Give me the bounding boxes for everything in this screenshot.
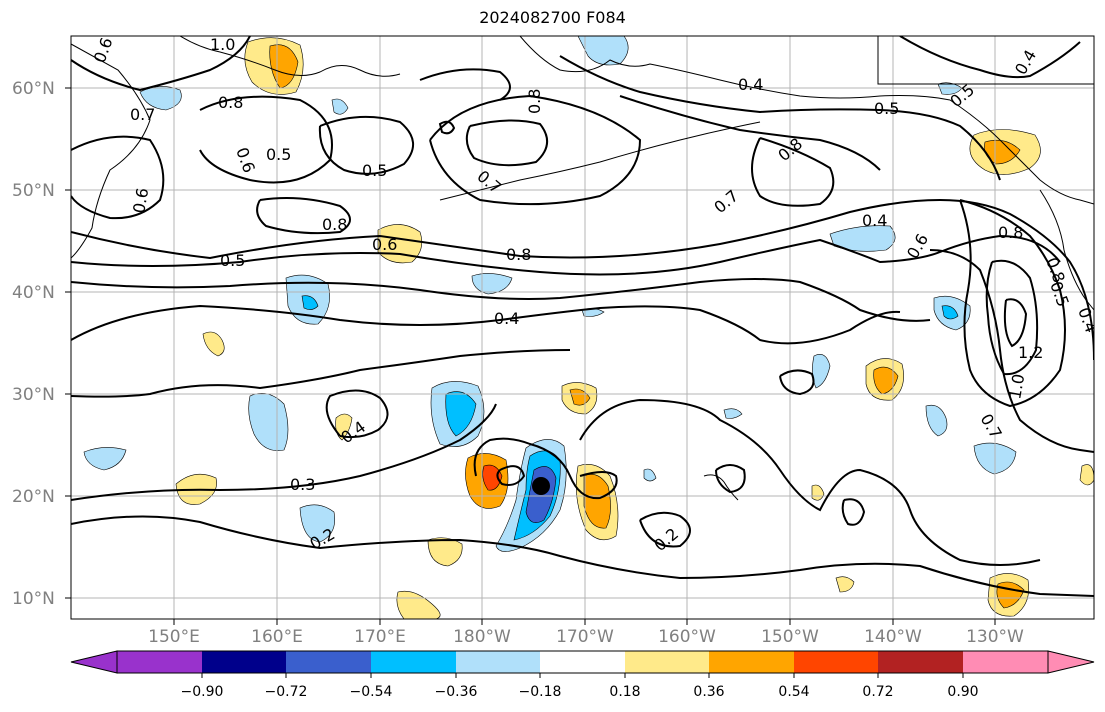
contour-label: 0.4 — [862, 211, 887, 230]
negative-anomaly-patch — [139, 86, 182, 111]
positive-anomaly-patch — [427, 537, 463, 567]
contour-label: 0.5 — [362, 161, 387, 180]
colorbar-tick-label: 0.72 — [862, 684, 893, 700]
colorbar-segment — [540, 651, 625, 673]
contour-label: 0.6 — [372, 235, 397, 254]
colorbar-segment — [963, 651, 1048, 673]
contour-label: 0.8 — [998, 223, 1023, 242]
positive-anomaly-patch — [1079, 464, 1094, 486]
coastline-aleutians — [439, 121, 761, 201]
negative-anomaly-patch — [643, 468, 657, 482]
contour-label: 0.8 — [525, 89, 544, 114]
colorbar-tick-label: −0.36 — [435, 684, 478, 700]
lon-label: 150°W — [761, 627, 819, 647]
coastline-hawaii — [703, 474, 739, 501]
colorbar-tick-label: −0.90 — [181, 684, 224, 700]
contour-lines — [71, 36, 1094, 597]
lat-label: 10°N — [12, 589, 55, 609]
colorbar-segment — [286, 651, 371, 673]
contour-label: 1.0 — [210, 35, 235, 54]
colorbar-segment — [625, 651, 709, 673]
positive-anomaly-patch — [583, 474, 611, 529]
lon-label: 170°W — [556, 627, 614, 647]
colorbar-segment — [709, 651, 794, 673]
coastline-siberia — [179, 36, 401, 77]
contour-label: 0.8 — [506, 245, 531, 264]
lon-label: 170°E — [354, 627, 406, 647]
colorbar-tick-label: 0.90 — [947, 684, 978, 700]
negative-anomaly-patch — [299, 504, 335, 543]
latitude-labels: 60°N 50°N 40°N 30°N 20°N 10°N — [12, 79, 55, 609]
colorbar-segment — [878, 651, 963, 673]
lon-label: 130°W — [966, 627, 1024, 647]
colorbar-extend-max — [1047, 650, 1095, 674]
contour-label: 0.8 — [322, 215, 347, 234]
contour-label: 0.5 — [874, 99, 899, 118]
negative-anomaly-patch — [723, 408, 743, 419]
colorbar-tick-label: −0.72 — [265, 684, 308, 700]
negative-anomaly-patch — [445, 391, 477, 437]
coastline-kamchatka — [71, 43, 151, 259]
colorbar-segment — [794, 651, 878, 673]
negative-anomaly-patch — [812, 354, 831, 389]
coastline-alaska — [519, 36, 1094, 205]
negative-anomaly-patch — [301, 295, 319, 310]
colorbar-segment — [202, 651, 286, 673]
lon-label: 140°W — [864, 627, 922, 647]
map-area: 0.6 1.0 0.8 0.7 0.5 0.6 0.5 0.5 0.8 0.7 … — [71, 35, 1094, 619]
negative-anomaly-patch — [83, 447, 127, 471]
lon-label: 160°W — [658, 627, 716, 647]
negative-anomaly-patch — [941, 305, 959, 320]
lat-label: 30°N — [12, 385, 55, 405]
lat-label: 20°N — [12, 487, 55, 507]
contour-label: 0.6 — [129, 186, 152, 214]
contour-label: 0.8 — [218, 93, 243, 112]
map-frame — [70, 35, 1095, 620]
positive-anomaly-patch — [482, 464, 503, 491]
colorbar-extend-min — [70, 650, 118, 674]
contour-label: 0.5 — [220, 251, 245, 270]
lat-label: 50°N — [12, 181, 55, 201]
lat-label: 60°N — [12, 79, 55, 99]
positive-anomaly-patch — [835, 576, 855, 593]
colorbar-segment — [117, 651, 202, 673]
colorbar-segment — [456, 651, 540, 673]
contour-label: 0.7 — [130, 105, 155, 124]
lon-label: 150°E — [148, 627, 200, 647]
longitude-labels: 150°E 160°E 170°E 180°W 170°W 160°W 150°… — [148, 627, 1024, 647]
canada-border — [877, 36, 1094, 85]
contour-label: 1.0 — [1005, 372, 1028, 400]
negative-anomaly-patch — [248, 393, 289, 451]
contour-label: 0.5 — [266, 145, 291, 164]
colorbar-tick-label: 0.36 — [693, 684, 724, 700]
lon-label: 180°W — [453, 627, 511, 647]
positive-anomaly-patch — [202, 331, 225, 357]
colorbar-tick-label: 0.54 — [778, 684, 809, 700]
contour-label: 0.4 — [738, 75, 763, 94]
contour-label: 1.2 — [1018, 343, 1043, 362]
colorbar-tick-label: −0.18 — [519, 684, 562, 700]
negative-anomaly-patch — [925, 404, 948, 437]
axis-ticks — [65, 87, 996, 625]
colorbar: −0.90 −0.72 −0.54 −0.36 −0.18 0.18 0.36 … — [70, 650, 1095, 700]
colorbar-tick-label: 0.18 — [609, 684, 640, 700]
storm-center-marker — [532, 477, 550, 495]
coastline-bc — [1039, 189, 1094, 311]
contour-label: 0.3 — [290, 475, 315, 494]
colorbar-segment — [371, 651, 456, 673]
colorbar-tick-label: −0.54 — [350, 684, 393, 700]
shaded-anomalies — [83, 36, 1094, 619]
lat-label: 40°N — [12, 283, 55, 303]
contour-label: 0.4 — [494, 309, 519, 328]
coastlines — [71, 36, 1094, 501]
negative-anomaly-patch — [331, 98, 349, 115]
gridlines — [71, 36, 1094, 619]
lon-label: 160°E — [251, 627, 303, 647]
positive-anomaly-patch — [873, 366, 899, 395]
plot-title: 2024082700 F084 — [479, 8, 626, 27]
